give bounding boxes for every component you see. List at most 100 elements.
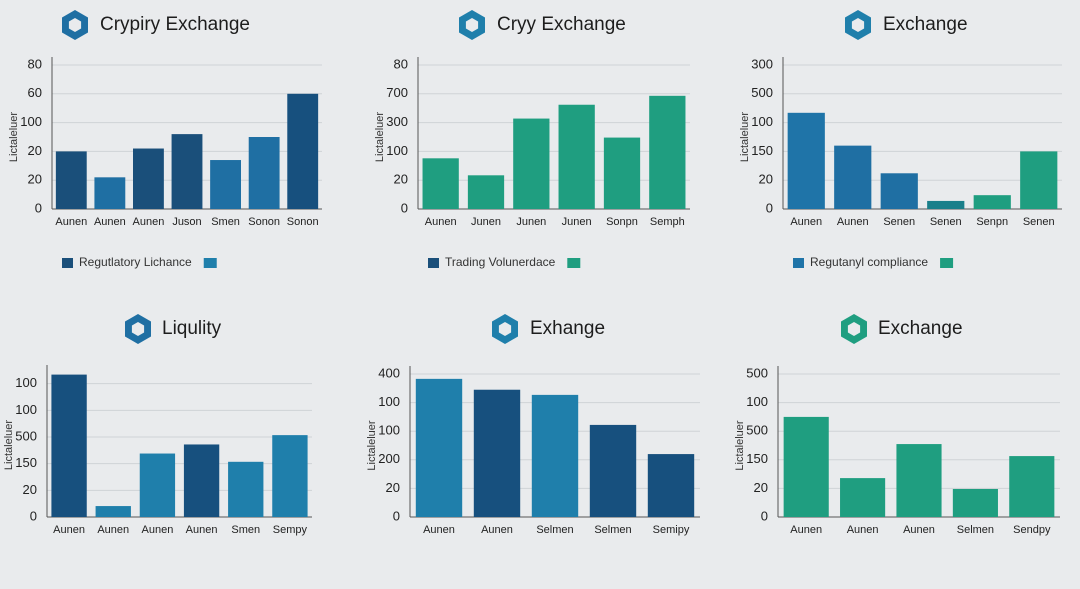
x-tick-label: Juson bbox=[172, 216, 201, 228]
legend-swatch bbox=[428, 258, 439, 268]
y-tick-label: 100 bbox=[746, 394, 768, 409]
y-axis-label: Lictaleluer bbox=[3, 420, 15, 470]
bar bbox=[95, 506, 131, 517]
y-tick-label: 20 bbox=[759, 172, 773, 187]
chart-title: Exhange bbox=[530, 318, 605, 339]
logo-icon-inner bbox=[465, 18, 479, 32]
bar bbox=[783, 416, 829, 517]
x-tick-label: Aunen bbox=[481, 524, 513, 536]
bar bbox=[649, 95, 686, 209]
y-tick-label: 20 bbox=[386, 480, 400, 495]
x-tick-label: Aunen bbox=[97, 524, 129, 536]
x-tick-label: Aunen bbox=[790, 216, 822, 228]
bar bbox=[272, 435, 308, 517]
bar bbox=[973, 195, 1011, 209]
x-tick-label: Aunen bbox=[94, 216, 126, 228]
bar bbox=[1020, 151, 1058, 209]
x-tick-label: Senen bbox=[930, 216, 962, 228]
y-tick-label: 150 bbox=[15, 455, 37, 470]
y-tick-label: 100 bbox=[751, 114, 773, 129]
x-tick-label: Junen bbox=[562, 216, 592, 228]
y-tick-label: 100 bbox=[20, 114, 42, 129]
bar bbox=[952, 488, 998, 517]
x-tick-label: Sonpn bbox=[606, 216, 638, 228]
y-tick-label: 20 bbox=[394, 172, 408, 187]
bar bbox=[896, 444, 942, 517]
legend-label: Regutlatory Lichance bbox=[79, 255, 192, 269]
x-tick-label: Aunen bbox=[186, 524, 218, 536]
y-tick-label: 80 bbox=[394, 56, 408, 71]
x-tick-label: Senen bbox=[883, 216, 915, 228]
x-tick-label: Selmen bbox=[594, 524, 631, 536]
chart-title: Exchange bbox=[878, 318, 963, 339]
x-tick-label: Sonon bbox=[248, 216, 280, 228]
bar bbox=[513, 118, 550, 209]
bar bbox=[603, 137, 641, 209]
y-tick-label: 500 bbox=[751, 85, 773, 100]
bar bbox=[1009, 456, 1055, 517]
y-tick-label: 0 bbox=[393, 508, 400, 523]
chart-title: Cryy Exchange bbox=[497, 14, 626, 35]
bar bbox=[880, 173, 918, 209]
x-tick-label: Aunen bbox=[790, 524, 822, 536]
bar bbox=[467, 175, 505, 209]
y-tick-label: 400 bbox=[378, 365, 400, 380]
y-tick-label: 60 bbox=[28, 85, 42, 100]
bar bbox=[133, 148, 164, 209]
x-tick-label: Sendpy bbox=[1013, 524, 1051, 536]
x-tick-label: Senpn bbox=[976, 216, 1008, 228]
y-tick-label: 100 bbox=[378, 423, 400, 438]
x-tick-label: Aunen bbox=[425, 216, 457, 228]
y-tick-label: 500 bbox=[746, 365, 768, 380]
bar bbox=[55, 151, 87, 209]
y-tick-label: 0 bbox=[30, 508, 37, 523]
bar bbox=[473, 389, 521, 517]
y-tick-label: 100 bbox=[378, 394, 400, 409]
bar bbox=[834, 145, 872, 209]
bar bbox=[840, 478, 886, 517]
bar bbox=[531, 394, 579, 517]
x-tick-label: Selmen bbox=[536, 524, 573, 536]
x-tick-label: Semph bbox=[650, 216, 685, 228]
x-tick-label: Aunen bbox=[53, 524, 85, 536]
x-tick-label: Aunen bbox=[837, 216, 869, 228]
x-tick-label: Smen bbox=[211, 216, 240, 228]
y-tick-label: 300 bbox=[386, 114, 408, 129]
y-axis-label: Lictaleluer bbox=[8, 112, 20, 162]
chart-title: Crypiry Exchange bbox=[100, 14, 250, 35]
x-tick-label: Selmen bbox=[957, 524, 994, 536]
y-axis-label: Lictaleluer bbox=[734, 420, 746, 470]
x-tick-label: Aunen bbox=[423, 524, 455, 536]
y-tick-label: 20 bbox=[754, 480, 768, 495]
legend-swatch bbox=[62, 258, 73, 268]
bar bbox=[647, 454, 695, 517]
x-tick-label: Aunen bbox=[903, 524, 935, 536]
legend-swatch bbox=[940, 258, 954, 268]
bar bbox=[927, 200, 965, 209]
x-tick-label: Sempy bbox=[273, 524, 308, 536]
y-tick-label: 0 bbox=[761, 508, 768, 523]
legend-swatch bbox=[567, 258, 581, 268]
y-axis-label: Lictaleluer bbox=[739, 112, 751, 162]
legend-label: Regutanyl compliance bbox=[810, 255, 928, 269]
y-tick-label: 20 bbox=[28, 172, 42, 187]
bar bbox=[558, 104, 595, 209]
x-tick-label: Aunen bbox=[847, 524, 879, 536]
x-tick-label: Sonon bbox=[287, 216, 319, 228]
x-tick-label: Aunen bbox=[133, 216, 165, 228]
legend-label: Trading Volunerdace bbox=[445, 255, 556, 269]
y-axis-label: Lictaleluer bbox=[374, 112, 386, 162]
y-tick-label: 20 bbox=[23, 482, 37, 497]
y-axis-label: Lictaleluer bbox=[366, 420, 378, 470]
y-tick-label: 150 bbox=[751, 143, 773, 158]
bar bbox=[415, 378, 463, 517]
x-tick-label: Semipy bbox=[653, 524, 690, 536]
bar bbox=[422, 158, 459, 209]
y-tick-label: 0 bbox=[35, 200, 42, 215]
y-tick-label: 80 bbox=[28, 56, 42, 71]
logo-icon-inner bbox=[68, 18, 82, 32]
y-tick-label: 100 bbox=[15, 375, 37, 390]
y-tick-label: 200 bbox=[378, 451, 400, 466]
y-tick-label: 100 bbox=[386, 143, 408, 158]
